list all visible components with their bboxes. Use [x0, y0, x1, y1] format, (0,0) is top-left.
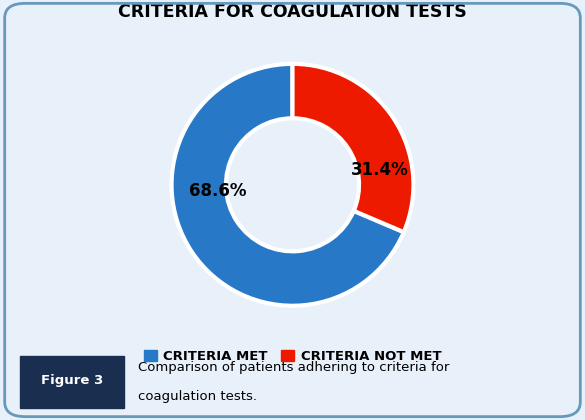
Text: Comparison of patients adhering to criteria for: Comparison of patients adhering to crite… — [138, 361, 449, 374]
Wedge shape — [171, 64, 404, 306]
Legend: CRITERIA MET, CRITERIA NOT MET: CRITERIA MET, CRITERIA NOT MET — [138, 345, 447, 369]
Text: Figure 3: Figure 3 — [41, 374, 104, 387]
Title: COMPARISON OF PATIENTS ADHERING TO
CRITERIA FOR COAGULATION TESTS: COMPARISON OF PATIENTS ADHERING TO CRITE… — [90, 0, 495, 21]
Text: 68.6%: 68.6% — [189, 182, 246, 200]
Wedge shape — [292, 64, 414, 232]
Text: coagulation tests.: coagulation tests. — [138, 391, 257, 404]
FancyBboxPatch shape — [20, 356, 124, 408]
Text: 31.4%: 31.4% — [351, 161, 408, 179]
